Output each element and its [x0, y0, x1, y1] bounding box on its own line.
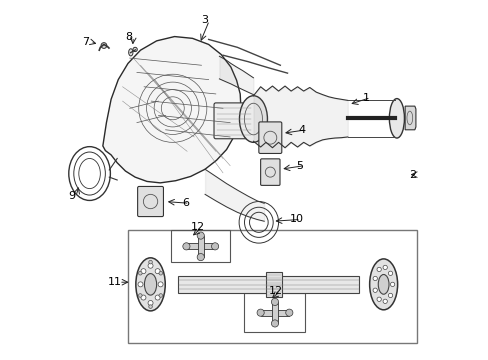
Text: 9: 9 [68, 191, 75, 201]
Circle shape [197, 253, 204, 261]
Circle shape [387, 271, 392, 275]
Circle shape [101, 42, 106, 48]
Bar [198, 235, 203, 257]
Text: 6: 6 [182, 198, 188, 208]
Bar [171, 230, 230, 262]
Text: 12: 12 [268, 286, 283, 296]
Ellipse shape [128, 49, 133, 56]
FancyBboxPatch shape [258, 122, 281, 153]
Text: 8: 8 [125, 32, 132, 41]
Bar [260, 310, 289, 316]
Text: 1: 1 [362, 93, 369, 103]
Bar [186, 243, 215, 249]
Circle shape [148, 260, 152, 264]
Bar [128, 230, 416, 343]
Text: 4: 4 [298, 125, 305, 135]
FancyBboxPatch shape [137, 186, 163, 217]
Circle shape [148, 263, 153, 268]
Text: 11: 11 [107, 277, 122, 287]
Text: 2: 2 [408, 170, 416, 180]
Circle shape [138, 271, 142, 275]
FancyBboxPatch shape [260, 159, 280, 185]
Circle shape [155, 295, 160, 300]
Bar [178, 276, 359, 293]
Polygon shape [405, 106, 415, 130]
Bar [271, 302, 277, 323]
Ellipse shape [369, 259, 397, 310]
Circle shape [389, 282, 394, 287]
Circle shape [285, 309, 292, 316]
Circle shape [376, 267, 381, 271]
Circle shape [197, 232, 204, 239]
Ellipse shape [136, 258, 165, 311]
Circle shape [382, 299, 386, 303]
Circle shape [159, 294, 162, 297]
Circle shape [382, 265, 386, 270]
Circle shape [271, 320, 278, 327]
Circle shape [372, 288, 377, 292]
Ellipse shape [378, 274, 388, 294]
Ellipse shape [144, 274, 156, 295]
Circle shape [141, 295, 145, 300]
Circle shape [141, 269, 145, 274]
Circle shape [211, 243, 218, 250]
Circle shape [372, 276, 377, 281]
Circle shape [183, 243, 190, 250]
Circle shape [159, 271, 162, 275]
Circle shape [133, 47, 137, 51]
Circle shape [138, 282, 142, 287]
Bar [244, 293, 305, 332]
Circle shape [376, 297, 381, 301]
Bar [265, 272, 282, 297]
Circle shape [148, 301, 153, 306]
Circle shape [155, 269, 160, 274]
Circle shape [387, 293, 392, 298]
Ellipse shape [388, 99, 404, 138]
Circle shape [148, 305, 152, 309]
Circle shape [158, 282, 163, 287]
FancyBboxPatch shape [214, 103, 253, 139]
Text: 12: 12 [190, 222, 204, 232]
Polygon shape [102, 37, 241, 183]
Text: 3: 3 [201, 15, 208, 26]
Circle shape [138, 294, 142, 297]
Circle shape [257, 309, 264, 316]
Text: 5: 5 [296, 161, 303, 171]
Text: 10: 10 [289, 215, 303, 224]
Ellipse shape [239, 96, 267, 142]
Circle shape [271, 298, 278, 306]
Text: 7: 7 [82, 37, 89, 47]
